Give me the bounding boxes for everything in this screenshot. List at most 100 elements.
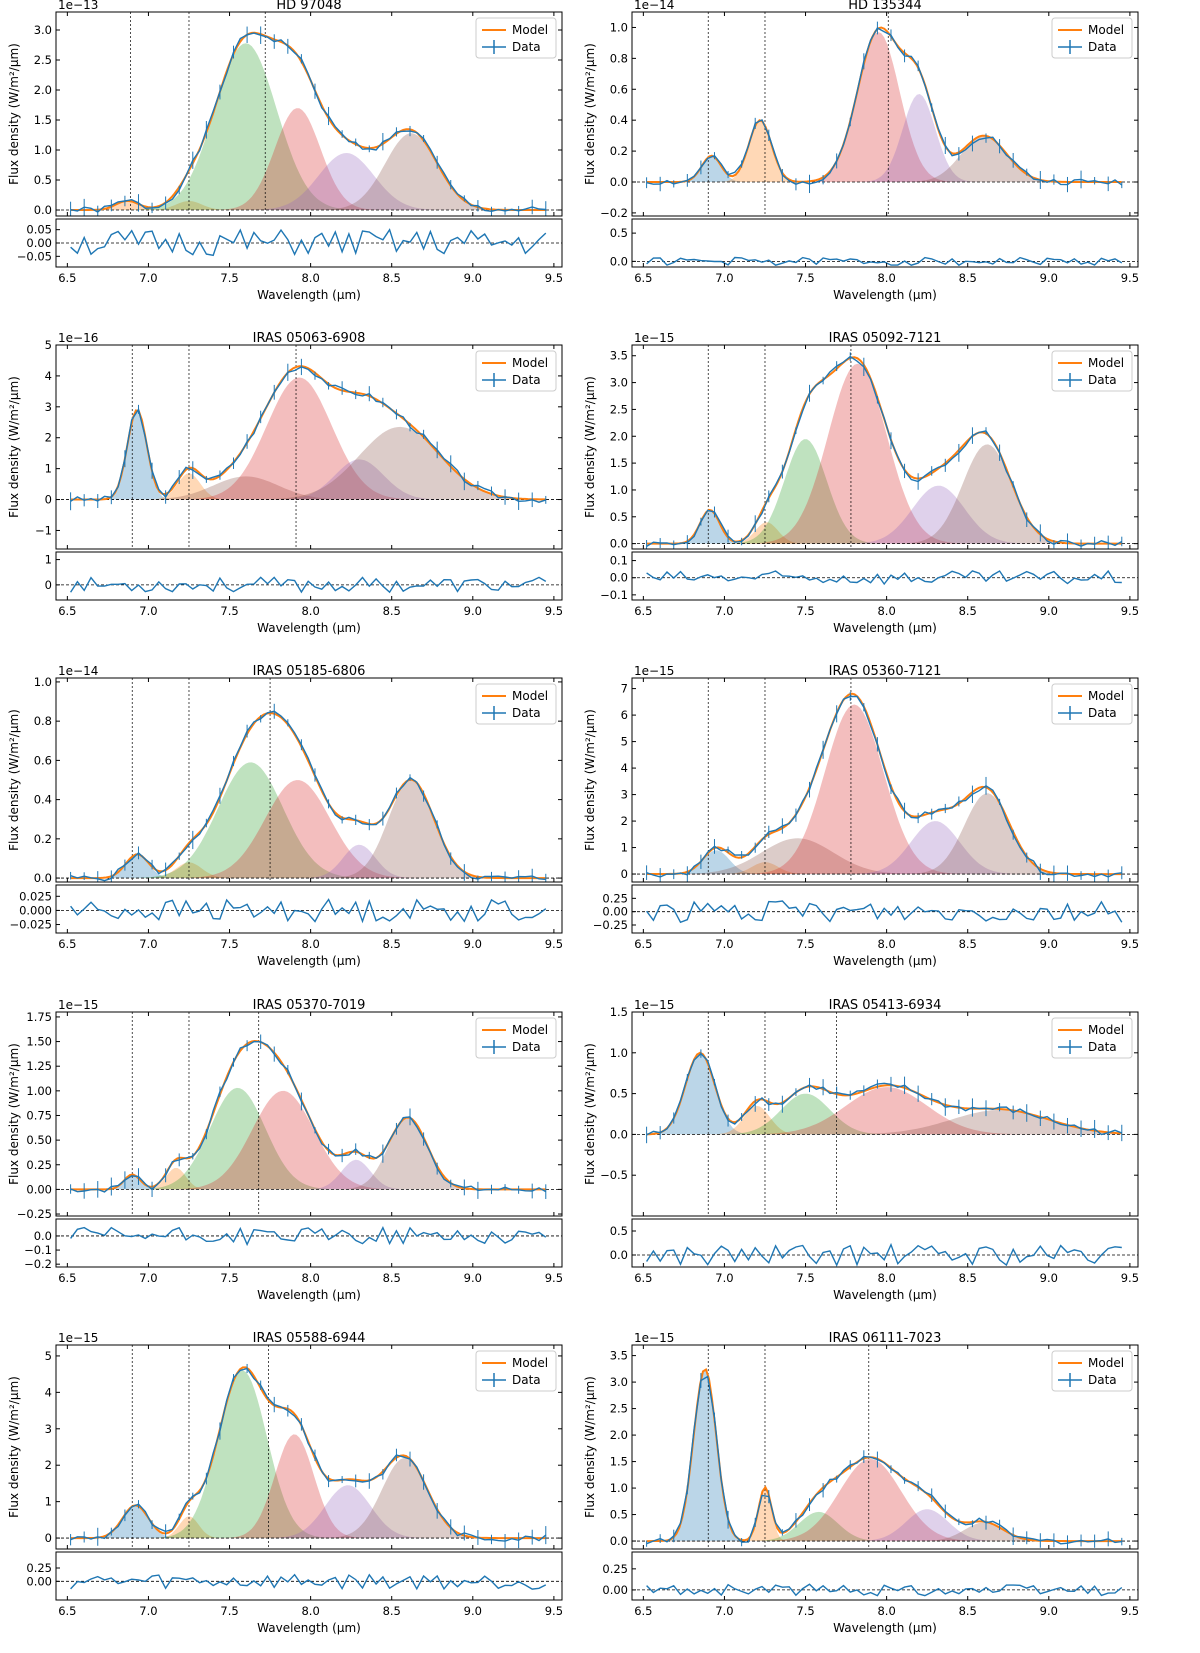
x-tick-label: 8.0 xyxy=(301,604,319,618)
y-tick-label: 0.4 xyxy=(610,113,628,127)
panel-9: IRAS 05588-6944 1e−15 0 1 2 3 4 5 Flux density (… xyxy=(7,1331,563,1635)
legend-data-label: Data xyxy=(512,40,541,54)
x-tick-label: 7.5 xyxy=(796,1604,814,1618)
data-curve xyxy=(646,1052,1123,1136)
x-tick-label: 7.0 xyxy=(139,937,157,951)
x-tick-label: 7.0 xyxy=(139,1271,157,1285)
y-tick-label: 3.0 xyxy=(610,1375,628,1389)
component-fill xyxy=(646,1105,1122,1135)
residual-area xyxy=(632,569,1138,586)
component-fill xyxy=(70,201,546,210)
axes-frame xyxy=(631,1344,1139,1550)
legend-data-label: Data xyxy=(1088,1040,1117,1054)
residual-tick-label: 0.5 xyxy=(610,1224,628,1238)
component-fill xyxy=(70,780,546,879)
data-curve xyxy=(646,27,1123,186)
y-tick-label: 0.6 xyxy=(610,82,628,96)
panel-title: IRAS 05092-7121 xyxy=(829,331,942,346)
x-tick-label: 9.5 xyxy=(1121,937,1139,951)
legend-box xyxy=(1051,683,1133,725)
residual-tick-label: 0.0 xyxy=(610,254,628,268)
panel-title: IRAS 06111-7023 xyxy=(829,1331,942,1346)
axis-offset-label: 1e−14 xyxy=(634,0,674,12)
axis-offset-label: 1e−14 xyxy=(58,664,98,678)
x-tick-label: 9.0 xyxy=(1040,937,1058,951)
x-tick-label: 9.0 xyxy=(464,604,482,618)
y-tick-label: 0.8 xyxy=(610,51,628,65)
residual-tick-label: 0.25 xyxy=(602,1562,628,1576)
x-tick-label: 8.0 xyxy=(301,271,319,285)
x-axis-label: Wavelength (µm) xyxy=(833,954,937,968)
residual-frame xyxy=(631,1551,1139,1601)
component-fill xyxy=(70,426,546,500)
x-tick-label: 7.0 xyxy=(715,1271,733,1285)
residual-area xyxy=(56,1226,562,1247)
component-fill xyxy=(70,862,546,879)
plot-area xyxy=(632,1012,1138,1216)
panel-title: HD 135344 xyxy=(848,0,922,13)
residual-curve xyxy=(70,576,547,594)
y-tick-label: −0.5 xyxy=(600,1168,628,1182)
x-tick-label: 7.5 xyxy=(796,937,814,951)
panel-title: IRAS 05185-6806 xyxy=(253,664,366,679)
axis-offset-label: 1e−15 xyxy=(58,1331,98,1345)
x-tick-label: 8.5 xyxy=(959,937,977,951)
plot-area xyxy=(56,12,562,216)
residual-area xyxy=(56,228,562,257)
component-fill xyxy=(646,1087,1122,1135)
residual-tick-label: −0.25 xyxy=(593,918,628,932)
component-fill xyxy=(646,1369,1122,1542)
residual-frame xyxy=(631,218,1139,268)
data-curve xyxy=(70,366,547,503)
x-axis-label: Wavelength (µm) xyxy=(833,621,937,635)
y-tick-label: 1.25 xyxy=(26,1059,52,1073)
plot-area xyxy=(632,12,1138,216)
y-tick-label: 0.5 xyxy=(34,173,52,187)
y-tick-label: 5 xyxy=(45,338,52,352)
x-tick-label: 8.5 xyxy=(383,604,401,618)
y-axis-label: Flux density (W/m²/µm) xyxy=(583,1043,597,1185)
y-tick-label: −1 xyxy=(35,523,52,537)
y-tick-label: 1.0 xyxy=(610,1481,628,1495)
axes-frame xyxy=(631,344,1139,550)
residual-curve xyxy=(70,228,547,257)
x-tick-label: 8.0 xyxy=(301,1604,319,1618)
axis-offset-label: 1e−16 xyxy=(58,331,98,345)
y-axis-label: Flux density (W/m²/µm) xyxy=(7,43,21,185)
y-tick-label: 4 xyxy=(45,369,52,383)
residual-area xyxy=(56,576,562,594)
x-tick-label: 8.0 xyxy=(877,604,895,618)
x-axis-label: Wavelength (µm) xyxy=(833,1621,937,1635)
residual-tick-label: 0.00 xyxy=(602,905,628,919)
x-tick-label: 8.5 xyxy=(959,271,977,285)
data-curve xyxy=(70,32,546,213)
x-tick-label: 9.5 xyxy=(545,604,563,618)
y-tick-label: −0.2 xyxy=(600,206,628,220)
panel-8: IRAS 05413-6934 1e−15 −0.5 0.0 0.5 1.0 1.5 Flux… xyxy=(583,998,1139,1302)
y-tick-label: 0.50 xyxy=(26,1133,52,1147)
y-tick-label: 1 xyxy=(45,462,52,476)
legend-model-label: Model xyxy=(512,23,548,37)
component-fill xyxy=(70,1485,546,1539)
x-tick-label: 7.5 xyxy=(220,604,238,618)
panel-title: IRAS 05063-6908 xyxy=(253,331,366,346)
panel-title: IRAS 05413-6934 xyxy=(829,998,942,1013)
y-tick-label: 0.0 xyxy=(610,1534,628,1548)
y-tick-label: 2.5 xyxy=(610,1402,628,1416)
plot-area xyxy=(56,1012,562,1216)
legend-model-label: Model xyxy=(1088,1023,1124,1037)
y-tick-label: 4 xyxy=(45,1385,52,1399)
component-fill xyxy=(646,363,1122,544)
x-tick-label: 9.0 xyxy=(1040,1271,1058,1285)
component-fill xyxy=(70,854,546,879)
x-tick-label: 7.0 xyxy=(139,604,157,618)
y-axis-label: Flux density (W/m²/µm) xyxy=(583,709,597,851)
component-fill xyxy=(70,1434,546,1539)
x-axis-label: Wavelength (µm) xyxy=(257,288,361,302)
y-axis-label: Flux density (W/m²/µm) xyxy=(583,1376,597,1518)
y-tick-label: 2.5 xyxy=(34,53,52,67)
x-tick-label: 9.0 xyxy=(464,937,482,951)
x-axis-label: Wavelength (µm) xyxy=(257,1621,361,1635)
residual-frame xyxy=(55,1218,563,1268)
